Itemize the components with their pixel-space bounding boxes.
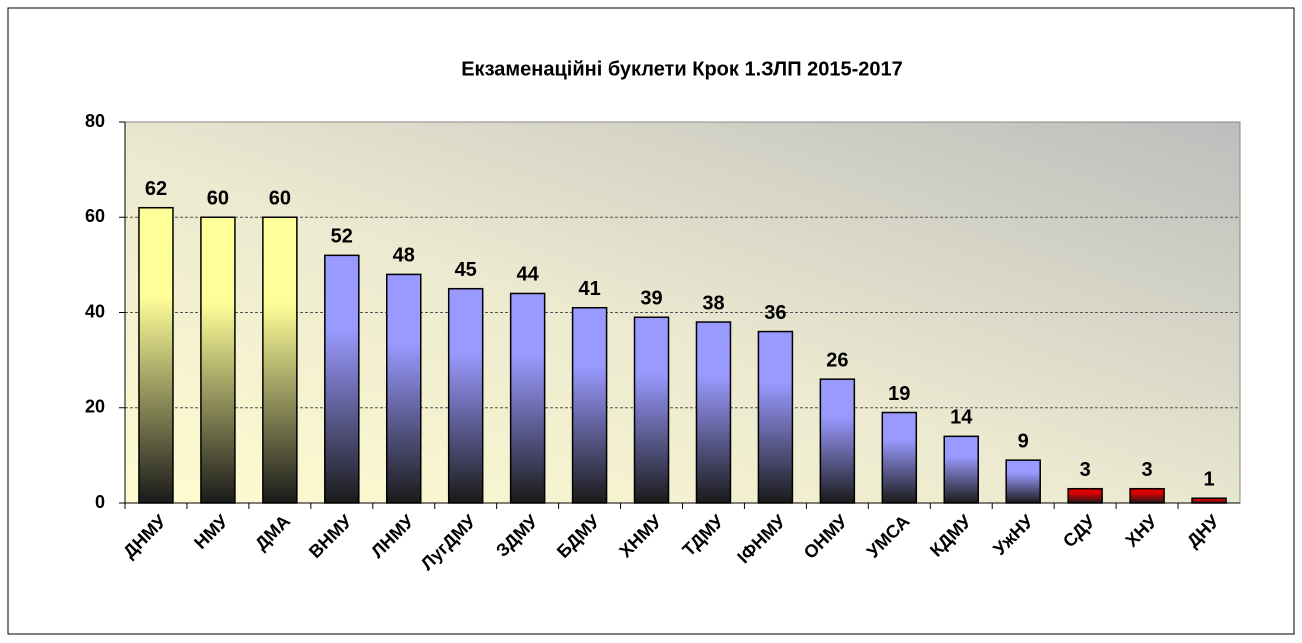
bar <box>571 306 608 504</box>
y-tick-label: 20 <box>85 397 105 417</box>
bar <box>386 273 422 504</box>
bar <box>1005 459 1041 504</box>
data-label: 3 <box>1142 459 1153 481</box>
data-label: 52 <box>331 226 353 248</box>
data-label: 38 <box>702 292 724 314</box>
data-label: 19 <box>888 383 910 405</box>
data-label: 39 <box>640 288 662 310</box>
data-label: 1 <box>1203 469 1214 491</box>
y-tick-label: 80 <box>85 111 105 131</box>
bar <box>324 254 360 504</box>
data-label: 3 <box>1080 459 1091 481</box>
data-label: 26 <box>826 349 848 371</box>
bar <box>757 330 794 504</box>
chart-title: Екзаменаційні буклети Крок 1.ЗЛП 2015-20… <box>461 58 903 80</box>
data-label: 62 <box>145 178 167 200</box>
bar <box>447 287 484 504</box>
bar <box>138 206 174 504</box>
bar <box>509 292 546 504</box>
bar <box>819 378 856 504</box>
y-tick-label: 40 <box>85 301 105 321</box>
bar <box>943 435 979 504</box>
y-tick-label: 0 <box>95 492 105 512</box>
bar <box>1067 487 1103 504</box>
bar <box>695 321 732 504</box>
data-label: 48 <box>393 245 415 267</box>
data-label: 14 <box>950 407 973 429</box>
data-label: 9 <box>1018 430 1029 452</box>
data-label: 60 <box>207 188 229 210</box>
bar <box>1129 487 1165 504</box>
data-label: 45 <box>455 259 477 281</box>
bar <box>262 216 298 504</box>
data-label: 60 <box>269 188 291 210</box>
data-label: 44 <box>517 264 540 286</box>
bar <box>633 316 670 504</box>
data-label: 41 <box>578 278 600 300</box>
data-label: 36 <box>764 302 786 324</box>
bar <box>200 216 236 504</box>
y-tick-label: 60 <box>85 206 105 226</box>
bar <box>1191 497 1227 504</box>
bar <box>881 411 918 504</box>
